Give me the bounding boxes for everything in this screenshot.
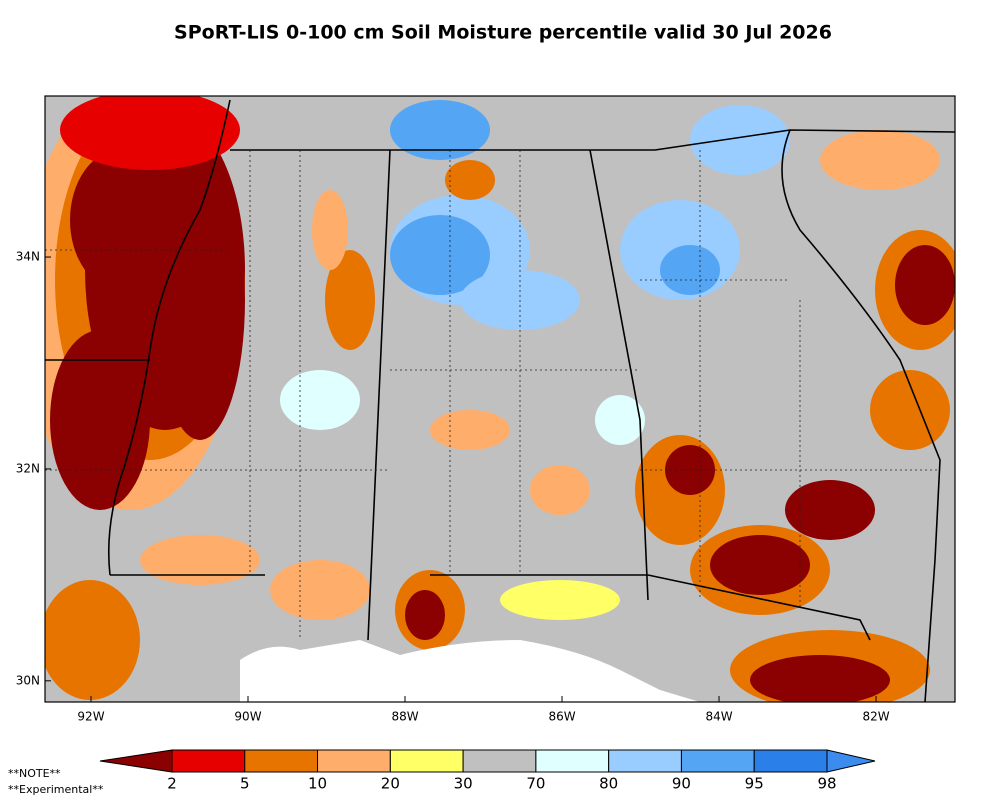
colorbar-segment — [171, 749, 246, 773]
colorbar-segment — [317, 749, 391, 773]
colorbar-label: 80 — [599, 775, 618, 793]
lon-tick-label: 92W — [77, 710, 104, 724]
colorbar-segment — [753, 749, 828, 773]
colorbar-segment — [389, 749, 464, 773]
lat-tick-label: 30N — [16, 673, 40, 687]
colorbar-label: 30 — [454, 775, 473, 793]
colorbar-segment — [680, 749, 755, 773]
colorbar-label: 90 — [672, 775, 691, 793]
soil-moisture-field — [45, 96, 955, 702]
lon-tick-label: 90W — [234, 710, 261, 724]
colorbar-high — [826, 749, 876, 773]
note: **Experimental** — [8, 783, 104, 796]
lon-tick-label: 88W — [391, 710, 418, 724]
colorbar-label: 70 — [526, 775, 545, 793]
colorbar-label: 20 — [381, 775, 400, 793]
colorbar-label: 98 — [817, 775, 836, 793]
colorbar-segment — [244, 749, 319, 773]
note: **NOTE** — [8, 767, 61, 780]
colorbar-segment — [462, 749, 537, 773]
colorbar-label: 95 — [745, 775, 764, 793]
colorbar-label: 10 — [308, 775, 327, 793]
colorbar-label: 5 — [240, 775, 250, 793]
colorbar-label: 2 — [167, 775, 177, 793]
lon-tick-label: 86W — [548, 710, 575, 724]
lat-tick-label: 32N — [16, 461, 40, 475]
map-frame — [44, 95, 956, 703]
colorbar-segment — [535, 749, 610, 773]
lon-tick-label: 82W — [862, 710, 889, 724]
map-title: SPoRT-LIS 0-100 cm Soil Moisture percent… — [174, 22, 832, 44]
lat-tick-label: 34N — [16, 250, 40, 264]
colorbar-segment — [608, 749, 682, 773]
colorbar-low — [99, 749, 173, 773]
lon-tick-label: 84W — [705, 710, 732, 724]
